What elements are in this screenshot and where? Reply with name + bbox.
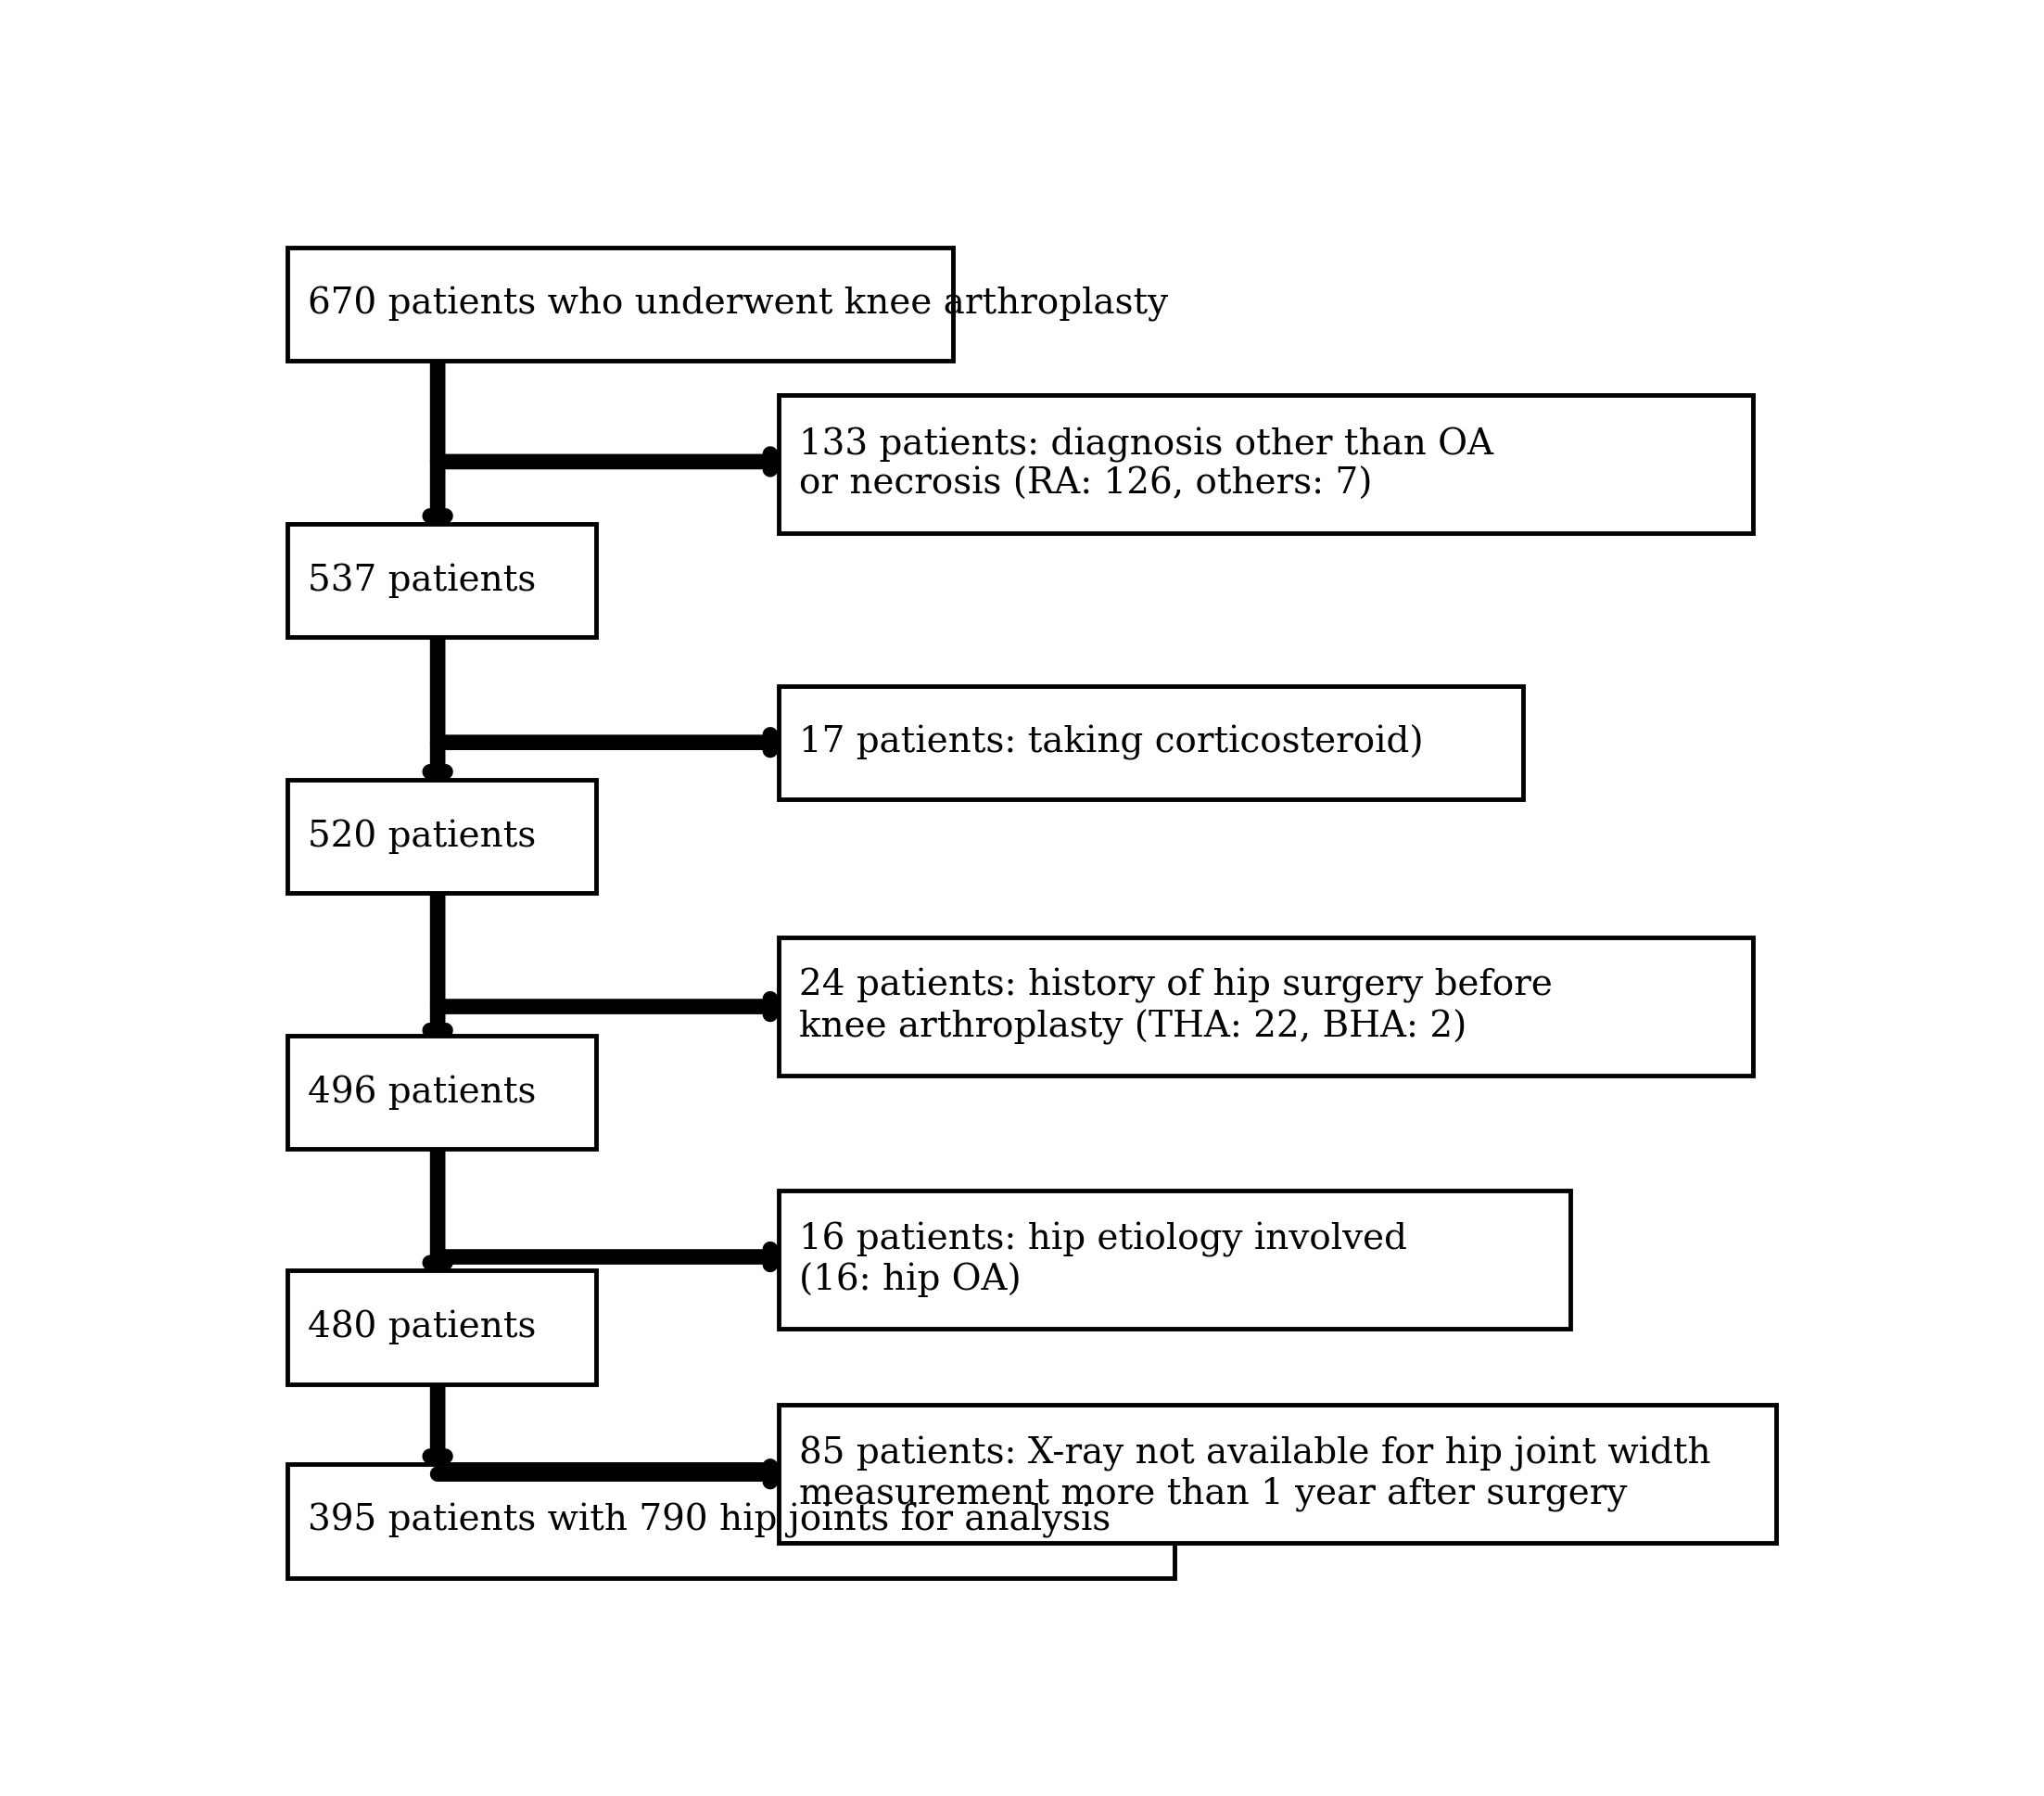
FancyBboxPatch shape	[286, 779, 597, 893]
FancyBboxPatch shape	[286, 1272, 597, 1385]
Text: 670 patients who underwent knee arthroplasty: 670 patients who underwent knee arthropl…	[309, 286, 1167, 321]
FancyBboxPatch shape	[286, 248, 953, 361]
FancyBboxPatch shape	[779, 938, 1752, 1076]
Text: 496 patients: 496 patients	[309, 1076, 536, 1110]
FancyBboxPatch shape	[286, 1464, 1173, 1577]
FancyBboxPatch shape	[779, 1191, 1570, 1329]
FancyBboxPatch shape	[286, 1036, 597, 1149]
Text: 133 patients: diagnosis other than OA
or necrosis (RA: 126, others: 7): 133 patients: diagnosis other than OA or…	[799, 427, 1494, 501]
Text: 537 patients: 537 patients	[309, 564, 536, 598]
Text: 520 patients: 520 patients	[309, 819, 536, 853]
Text: 17 patients: taking corticosteroid): 17 patients: taking corticosteroid)	[799, 724, 1423, 760]
FancyBboxPatch shape	[779, 1404, 1776, 1543]
Text: 16 patients: hip etiology involved
(16: hip OA): 16 patients: hip etiology involved (16: …	[799, 1221, 1406, 1297]
FancyBboxPatch shape	[286, 524, 597, 638]
FancyBboxPatch shape	[779, 686, 1523, 799]
Text: 395 patients with 790 hip joints for analysis: 395 patients with 790 hip joints for ana…	[309, 1503, 1110, 1539]
Text: 24 patients: history of hip surgery before
knee arthroplasty (THA: 22, BHA: 2): 24 patients: history of hip surgery befo…	[799, 968, 1551, 1045]
FancyBboxPatch shape	[779, 395, 1752, 533]
Text: 85 patients: X-ray not available for hip joint width
measurement more than 1 yea: 85 patients: X-ray not available for hip…	[799, 1437, 1711, 1512]
Text: 480 patients: 480 patients	[309, 1309, 536, 1345]
